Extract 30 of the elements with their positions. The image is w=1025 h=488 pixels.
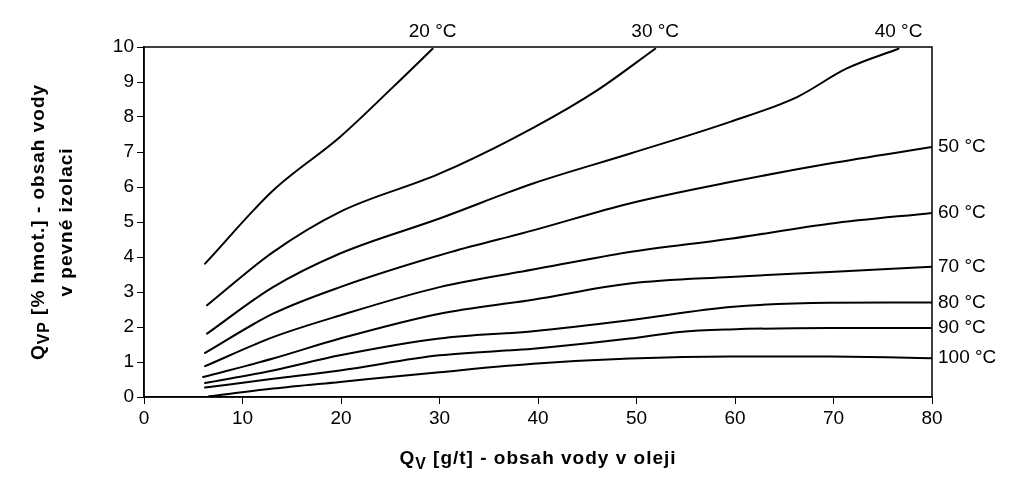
y-tick-label: 5 <box>123 210 134 232</box>
x-axis-title: Q$_{V}$ [g/t] - obsah vody v oleji <box>398 446 678 474</box>
y-tick-label: 1 <box>123 350 134 372</box>
y-tick-label: 6 <box>123 175 134 197</box>
series-label: 50 °C <box>938 135 986 157</box>
x-tick-label: 40 <box>527 406 549 428</box>
y-tick-label: 3 <box>123 280 134 302</box>
y-tick-label: 9 <box>123 70 134 92</box>
y-tick-label: 4 <box>123 245 135 267</box>
series-label: 100 °C <box>938 346 997 368</box>
y-tick-label: 7 <box>123 140 134 162</box>
x-tick-label: 50 <box>625 406 648 428</box>
series-label: 80 °C <box>938 290 986 312</box>
y-tick-label: 8 <box>123 105 134 127</box>
x-tick-label: 0 <box>138 406 150 428</box>
series-label: 30 °C <box>631 19 680 41</box>
x-tick-label: 80 <box>921 406 943 428</box>
series-label: 40 °C <box>874 19 923 41</box>
y-tick-label: 0 <box>123 385 134 407</box>
series-label: 20 °C <box>408 19 457 41</box>
x-tick-label: 70 <box>822 406 845 428</box>
x-tick-label: 30 <box>428 406 451 428</box>
series-label: 70 °C <box>938 255 986 277</box>
x-tick-label: 10 <box>231 406 254 428</box>
x-tick-label: 20 <box>330 406 352 428</box>
y-tick-label: 2 <box>123 315 134 337</box>
x-tick-label: 60 <box>724 406 746 428</box>
y-tick-label: 10 <box>112 35 134 57</box>
series-label: 60 °C <box>938 201 986 223</box>
series-label: 90 °C <box>938 316 986 338</box>
